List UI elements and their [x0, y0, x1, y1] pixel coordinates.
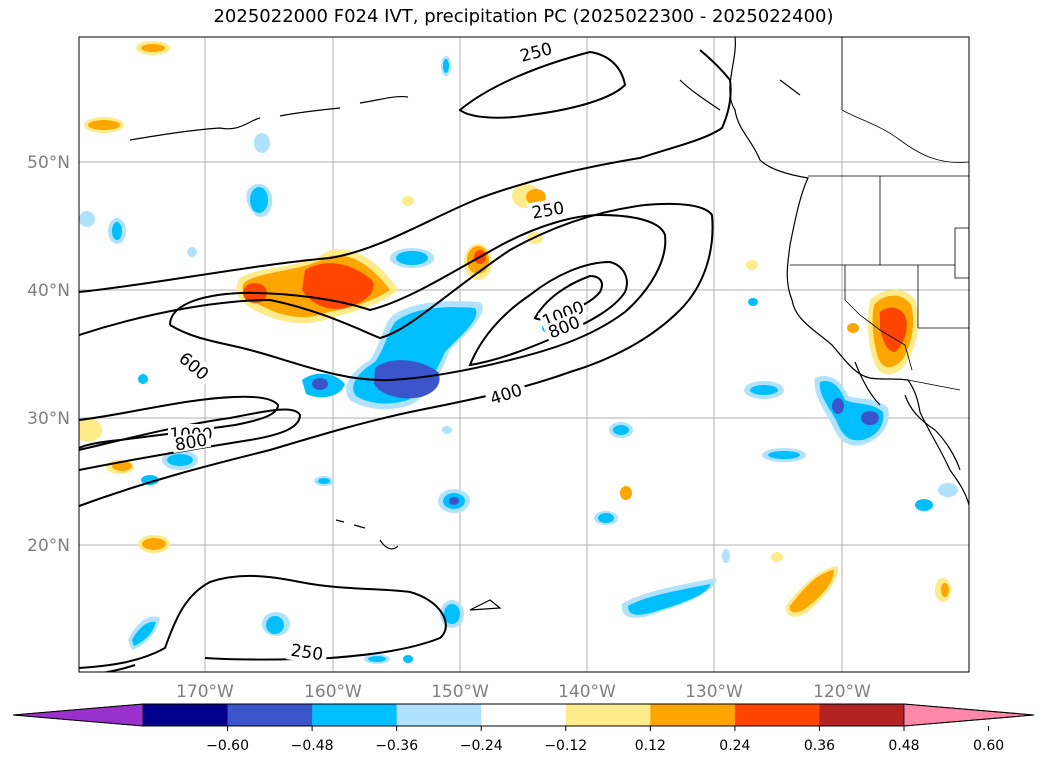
colorbar-extend-low [12, 703, 144, 727]
colorbar-tick-label: −0.24 [460, 738, 503, 754]
map-frame [78, 36, 970, 673]
lon-label: 150°W [431, 682, 489, 702]
lat-label: 30°N [27, 409, 70, 429]
ivt-contour-600 [169, 213, 667, 382]
colorbar-tick-label: −0.60 [206, 738, 249, 754]
colorbar-segment [565, 704, 651, 726]
coastlines [129, 37, 969, 611]
colorbar-segment [819, 704, 905, 726]
lat-label: 20°N [27, 536, 70, 556]
colorbar-tick-label: −0.48 [291, 738, 334, 754]
lon-label: 170°W [176, 682, 234, 702]
lon-label: 120°W [813, 682, 871, 702]
latitude-labels: 50°N 40°N 30°N 20°N [27, 153, 70, 556]
colorbar-tick-labels: −0.60 −0.48 −0.36 −0.24 −0.12 0.12 0.24 0.36 0.4… [206, 726, 1004, 754]
ivt-contour-250-main [79, 49, 732, 293]
map-panel [79, 37, 969, 672]
ivt-contour-250-south [79, 574, 447, 669]
lon-label: 140°W [558, 682, 616, 702]
colorbar-tick-label: 0.12 [635, 738, 666, 754]
political-borders [790, 37, 969, 391]
colorbar-outline [12, 703, 1035, 727]
colorbar-segment [650, 704, 736, 726]
ivt-contour-800 [468, 260, 628, 367]
ivt-contour-400 [79, 202, 714, 507]
colorbar-tick-label: 0.36 [804, 738, 835, 754]
colorbar-tick-label: −0.12 [544, 738, 587, 754]
colorbar-segment [734, 704, 820, 726]
colorbar [12, 703, 1035, 727]
ivt-contour-250-north [458, 50, 627, 119]
colorbar-tick-label: 0.24 [719, 738, 750, 754]
lat-label: 40°N [27, 281, 70, 301]
longitude-labels: 170°W 160°W 150°W 140°W 130°W 120°W [176, 682, 871, 702]
map-title: 2025022000 F024 IVT, precipitation PC (2… [213, 6, 834, 27]
colorbar-segment [396, 704, 482, 726]
colorbar-tick-label: −0.36 [375, 738, 418, 754]
lon-label: 130°W [685, 682, 743, 702]
colorbar-segment [227, 704, 313, 726]
colorbar-segment [143, 704, 229, 726]
colorbar-segment [481, 704, 567, 726]
colorbar-tick-label: 0.48 [888, 738, 919, 754]
graticule [79, 37, 969, 672]
lat-label: 50°N [27, 153, 70, 173]
colorbar-tick-label: 0.60 [973, 738, 1004, 754]
contour-label: 250 [289, 641, 324, 665]
colorbar-segment [312, 704, 398, 726]
colorbar-extend-high [903, 703, 1035, 727]
lon-label: 160°W [304, 682, 362, 702]
